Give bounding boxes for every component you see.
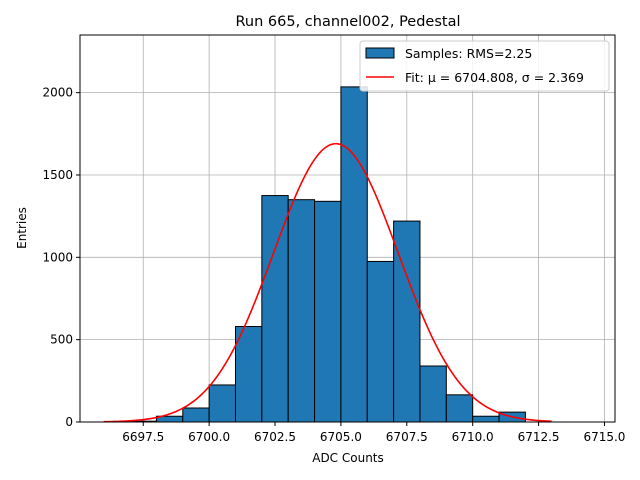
x-tick-label: 6700.0 xyxy=(188,430,230,444)
histogram-bar xyxy=(234,325,263,423)
histogram-bar xyxy=(287,199,316,423)
histogram-bar xyxy=(182,407,210,423)
y-axis: 0 500 1000 1500 2000 xyxy=(42,86,80,429)
legend: Samples: RMS=2.25 Fit: μ = 6704.808, σ =… xyxy=(359,40,610,92)
chart-title: Run 665, channel002, Pedestal xyxy=(235,14,460,30)
x-tick-label: 6705.0 xyxy=(320,430,362,444)
fit-curve xyxy=(103,142,552,423)
histogram-bar xyxy=(208,384,236,423)
y-axis-label: Entries xyxy=(15,207,29,249)
x-tick-label: 6697.5 xyxy=(122,430,164,444)
legend-label-fit: Fit: μ = 6704.808, σ = 2.369 xyxy=(405,70,584,85)
plot-area-frame xyxy=(79,34,616,423)
x-tick-label: 6702.5 xyxy=(254,430,296,444)
histogram-bar xyxy=(366,260,395,423)
x-tick-label: 6707.5 xyxy=(386,430,428,444)
histogram-bar xyxy=(472,415,500,423)
legend-swatch-samples xyxy=(365,47,395,59)
histogram-bars xyxy=(129,86,526,423)
histogram-bar xyxy=(314,200,342,423)
x-tick-label: 6712.5 xyxy=(518,430,560,444)
histogram-bar xyxy=(261,195,289,423)
x-axis: 6697.5 6700.0 6702.5 6705.0 6707.5 6710.0 6712… xyxy=(122,422,625,444)
y-tick-label: 1500 xyxy=(42,168,73,182)
histogram-bar xyxy=(445,394,474,423)
fit-curve-layer xyxy=(103,142,552,423)
legend-label-samples: Samples: RMS=2.25 xyxy=(405,46,532,61)
histogram-bar xyxy=(419,365,447,423)
y-tick-label: 0 xyxy=(65,415,73,429)
y-tick-label: 2000 xyxy=(42,86,73,100)
x-axis-label: ADC Counts xyxy=(312,451,384,465)
histogram-bar xyxy=(340,86,368,423)
x-tick-label: 6710.0 xyxy=(452,430,494,444)
legend-box xyxy=(359,40,610,92)
x-tick-label: 6715.0 xyxy=(583,430,625,444)
y-tick-label: 1000 xyxy=(42,250,73,264)
y-tick-label: 500 xyxy=(50,333,73,347)
